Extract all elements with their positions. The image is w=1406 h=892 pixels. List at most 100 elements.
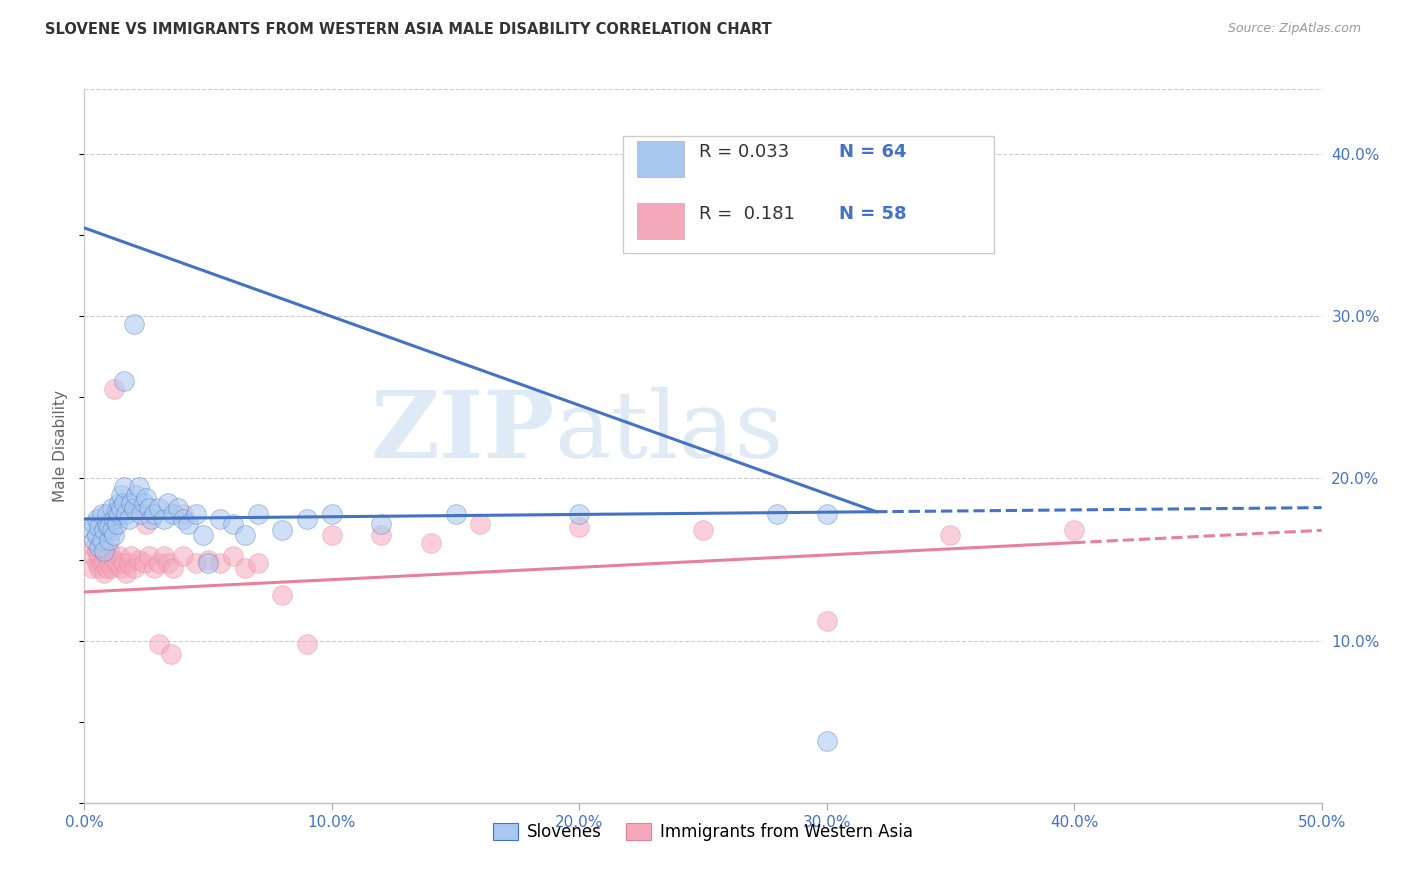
Point — [98, 556, 121, 570]
Point — [815, 614, 838, 628]
Point — [177, 516, 200, 531]
Point — [152, 549, 174, 564]
Point — [148, 556, 170, 570]
Point — [83, 516, 105, 531]
Point — [103, 528, 125, 542]
Point — [112, 556, 135, 570]
Point — [152, 512, 174, 526]
Point — [105, 504, 128, 518]
Point — [112, 496, 135, 510]
Point — [295, 512, 318, 526]
Point — [86, 528, 108, 542]
Point — [96, 507, 118, 521]
Point — [191, 528, 214, 542]
Text: R = 0.033: R = 0.033 — [699, 143, 790, 161]
Text: SLOVENE VS IMMIGRANTS FROM WESTERN ASIA MALE DISABILITY CORRELATION CHART: SLOVENE VS IMMIGRANTS FROM WESTERN ASIA … — [45, 22, 772, 37]
Point — [96, 549, 118, 564]
Point — [96, 560, 118, 574]
Text: N = 64: N = 64 — [839, 143, 907, 161]
Point — [222, 549, 245, 564]
Text: Source: ZipAtlas.com: Source: ZipAtlas.com — [1227, 22, 1361, 36]
Point — [148, 637, 170, 651]
Point — [766, 507, 789, 521]
Point — [246, 556, 269, 570]
Point — [110, 488, 132, 502]
Point — [197, 556, 219, 570]
Point — [129, 507, 152, 521]
Point — [132, 496, 155, 510]
Point — [90, 556, 112, 570]
Point — [103, 552, 125, 566]
Point — [89, 540, 111, 554]
Point — [370, 516, 392, 531]
Bar — [637, 141, 685, 177]
Point — [100, 560, 122, 574]
Point — [419, 536, 441, 550]
Point — [157, 496, 180, 510]
Point — [122, 560, 145, 574]
Point — [321, 528, 343, 542]
Point — [209, 512, 232, 526]
Point — [83, 533, 105, 547]
Point — [90, 533, 112, 547]
Point — [568, 507, 591, 521]
Point — [93, 524, 115, 538]
Point — [1063, 524, 1085, 538]
Text: ZIP: ZIP — [370, 387, 554, 476]
Point — [444, 507, 467, 521]
Text: N = 58: N = 58 — [839, 205, 907, 223]
Point — [233, 528, 256, 542]
Point — [172, 507, 194, 521]
Point — [98, 520, 121, 534]
Point — [222, 516, 245, 531]
Y-axis label: Male Disability: Male Disability — [53, 390, 69, 502]
Point — [128, 552, 150, 566]
Point — [89, 549, 111, 564]
Point — [321, 507, 343, 521]
FancyBboxPatch shape — [623, 136, 994, 253]
Text: R =  0.181: R = 0.181 — [699, 205, 796, 223]
Point — [100, 524, 122, 538]
Point — [93, 552, 115, 566]
Point — [815, 507, 838, 521]
Point — [80, 524, 103, 538]
Point — [103, 382, 125, 396]
Point — [142, 507, 165, 521]
Point — [135, 491, 157, 505]
Point — [103, 512, 125, 526]
Point — [470, 516, 492, 531]
Point — [295, 637, 318, 651]
Point — [108, 496, 131, 510]
Point — [184, 556, 207, 570]
Point — [118, 512, 141, 526]
Point — [115, 507, 138, 521]
Point — [157, 556, 180, 570]
Point — [118, 556, 141, 570]
Point — [138, 549, 160, 564]
Point — [120, 496, 142, 510]
Point — [167, 500, 190, 515]
Point — [83, 549, 105, 564]
Point — [110, 560, 132, 574]
Point — [162, 507, 184, 521]
Point — [138, 500, 160, 515]
Point — [125, 488, 148, 502]
Point — [80, 560, 103, 574]
Point — [89, 520, 111, 534]
Point — [86, 544, 108, 558]
Point — [93, 544, 115, 558]
Point — [162, 560, 184, 574]
Legend: Slovenes, Immigrants from Western Asia: Slovenes, Immigrants from Western Asia — [486, 816, 920, 848]
Point — [108, 549, 131, 564]
Point — [112, 479, 135, 493]
Point — [100, 500, 122, 515]
Point — [90, 540, 112, 554]
Point — [93, 566, 115, 580]
Point — [135, 516, 157, 531]
Point — [370, 528, 392, 542]
Point — [172, 512, 194, 526]
Point — [120, 549, 142, 564]
Point — [568, 520, 591, 534]
Text: atlas: atlas — [554, 387, 783, 476]
Point — [115, 566, 138, 580]
